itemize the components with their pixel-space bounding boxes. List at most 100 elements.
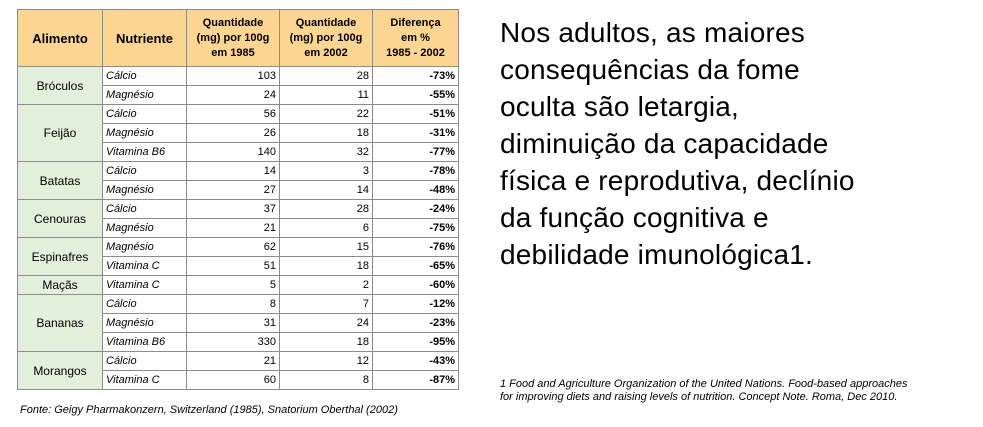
nutrient-cell: Cálcio xyxy=(102,104,187,124)
paragraph-line: da função cognitiva e xyxy=(500,202,769,233)
quantity-1985-cell: 8 xyxy=(186,294,280,314)
nutrient-cell: Vitamina C xyxy=(102,275,187,295)
header-line: em 1985 xyxy=(211,46,255,59)
nutrient-cell: Magnésio xyxy=(102,237,187,257)
difference-cell: -76% xyxy=(372,237,459,257)
food-name-cell: Espinafres xyxy=(17,237,103,276)
food-name-cell: Bananas xyxy=(17,294,103,352)
nutrient-cell: Vitamina B6 xyxy=(102,332,187,352)
difference-cell: -48% xyxy=(372,180,459,200)
footnote-line: 1 Food and Agriculture Organization of t… xyxy=(500,378,908,390)
food-name-cell: Bróculos xyxy=(17,66,103,105)
quantity-1985-cell: 140 xyxy=(186,142,280,162)
table-row: Vitamina B6 140 32 -77% xyxy=(18,142,459,162)
food-name-cell: Batatas xyxy=(17,161,103,200)
table-row: Bananas Cálcio 8 7 -12% xyxy=(17,294,459,352)
quantity-1985-cell: 14 xyxy=(186,161,280,181)
nutrient-cell: Magnésio xyxy=(102,123,187,143)
difference-cell: -31% xyxy=(372,123,459,143)
food-name-cell: Feijão xyxy=(17,104,103,162)
difference-cell: -51% xyxy=(372,104,459,124)
difference-cell: -24% xyxy=(372,199,459,219)
paragraph-line: Nos adultos, as maiores xyxy=(500,17,805,48)
paragraph-line: consequências da fome xyxy=(500,54,800,85)
nutrient-cell: Cálcio xyxy=(102,161,187,181)
quantity-2002-cell: 12 xyxy=(279,351,373,371)
quantity-1985-cell: 31 xyxy=(186,313,280,333)
header-quantity-1985: Quantidade (mg) por 100g em 1985 xyxy=(186,9,280,67)
difference-cell: -43% xyxy=(372,351,459,371)
difference-cell: -87% xyxy=(372,370,459,390)
quantity-2002-cell: 6 xyxy=(279,218,373,238)
nutrient-table: Alimento Nutriente Quantidade (mg) por 1… xyxy=(17,9,459,390)
nutrient-cell: Vitamina C xyxy=(102,370,187,390)
quantity-2002-cell: 22 xyxy=(279,104,373,124)
food-name-cell: Maçãs xyxy=(17,275,103,295)
difference-cell: -95% xyxy=(372,332,459,352)
table-body: Bróculos Cálcio 103 28 -73% Magnésio 24 11 -55% F… xyxy=(17,66,459,390)
header-line: Quantidade xyxy=(295,16,357,29)
nutrient-cell: Magnésio xyxy=(102,313,187,333)
footnote: 1 Food and Agriculture Organization of t… xyxy=(500,378,970,404)
quantity-1985-cell: 56 xyxy=(186,104,280,124)
quantity-1985-cell: 27 xyxy=(186,180,280,200)
quantity-2002-cell: 15 xyxy=(279,237,373,257)
nutrient-cell: Cálcio xyxy=(102,199,187,219)
difference-cell: -65% xyxy=(372,256,459,276)
difference-cell: -55% xyxy=(372,85,459,105)
difference-cell: -73% xyxy=(372,66,459,86)
quantity-1985-cell: 26 xyxy=(186,123,280,143)
table-row: Maçãs Vitamina C 5 2 -60% xyxy=(17,275,459,295)
header-line: Diferença xyxy=(390,16,441,29)
quantity-1985-cell: 37 xyxy=(186,199,280,219)
difference-cell: -60% xyxy=(372,275,459,295)
quantity-2002-cell: 3 xyxy=(279,161,373,181)
difference-cell: -23% xyxy=(372,313,459,333)
header-food: Alimento xyxy=(17,9,103,67)
paragraph-line: oculta são letargia, xyxy=(500,91,740,122)
table-row: Vitamina B6 330 18 -95% xyxy=(18,332,459,352)
quantity-2002-cell: 8 xyxy=(279,370,373,390)
nutrient-cell: Cálcio xyxy=(102,66,187,86)
quantity-1985-cell: 330 xyxy=(186,332,280,352)
header-line: 1985 - 2002 xyxy=(386,46,445,59)
quantity-1985-cell: 21 xyxy=(186,351,280,371)
food-name-cell: Morangos xyxy=(17,351,103,390)
table-row: Batatas Cálcio 14 3 -78% xyxy=(17,161,459,200)
main-paragraph: Nos adultos, as maiores consequências da … xyxy=(500,14,970,273)
difference-cell: -12% xyxy=(372,294,459,314)
quantity-2002-cell: 18 xyxy=(279,256,373,276)
paragraph-line: física e reprodutiva, declínio xyxy=(500,165,855,196)
quantity-1985-cell: 103 xyxy=(186,66,280,86)
difference-cell: -77% xyxy=(372,142,459,162)
quantity-1985-cell: 24 xyxy=(186,85,280,105)
header-difference: Diferença em % 1985 - 2002 xyxy=(372,9,459,67)
nutrient-cell: Cálcio xyxy=(102,351,187,371)
quantity-2002-cell: 11 xyxy=(279,85,373,105)
table-header-row: Alimento Nutriente Quantidade (mg) por 1… xyxy=(17,9,459,67)
paragraph-line: debilidade imunológica1. xyxy=(500,239,814,270)
header-line: em 2002 xyxy=(304,46,348,59)
food-name-cell: Cenouras xyxy=(17,199,103,238)
nutrient-cell: Magnésio xyxy=(102,85,187,105)
quantity-2002-cell: 14 xyxy=(279,180,373,200)
quantity-2002-cell: 18 xyxy=(279,123,373,143)
nutrient-cell: Magnésio xyxy=(102,180,187,200)
quantity-1985-cell: 51 xyxy=(186,256,280,276)
header-line: em % xyxy=(401,31,430,44)
table-row: Cenouras Cálcio 37 28 -24% xyxy=(17,199,459,238)
quantity-2002-cell: 2 xyxy=(279,275,373,295)
quantity-2002-cell: 7 xyxy=(279,294,373,314)
nutrient-cell: Vitamina B6 xyxy=(102,142,187,162)
difference-cell: -78% xyxy=(372,161,459,181)
quantity-1985-cell: 5 xyxy=(186,275,280,295)
paragraph-line: diminuição da capacidade xyxy=(500,128,829,159)
quantity-2002-cell: 18 xyxy=(279,332,373,352)
table-source-note: Fonte: Geigy Pharmakonzern, Switzerland … xyxy=(20,404,398,416)
header-line: (mg) por 100g xyxy=(289,31,363,44)
footnote-line: for improving diets and raising levels o… xyxy=(500,391,898,403)
table-row: Feijão Cálcio 56 22 -51% xyxy=(17,104,459,162)
nutrient-cell: Cálcio xyxy=(102,294,187,314)
table-row: Vitamina C 60 8 -87% xyxy=(18,370,459,390)
table-row: Bróculos Cálcio 103 28 -73% xyxy=(17,66,459,105)
